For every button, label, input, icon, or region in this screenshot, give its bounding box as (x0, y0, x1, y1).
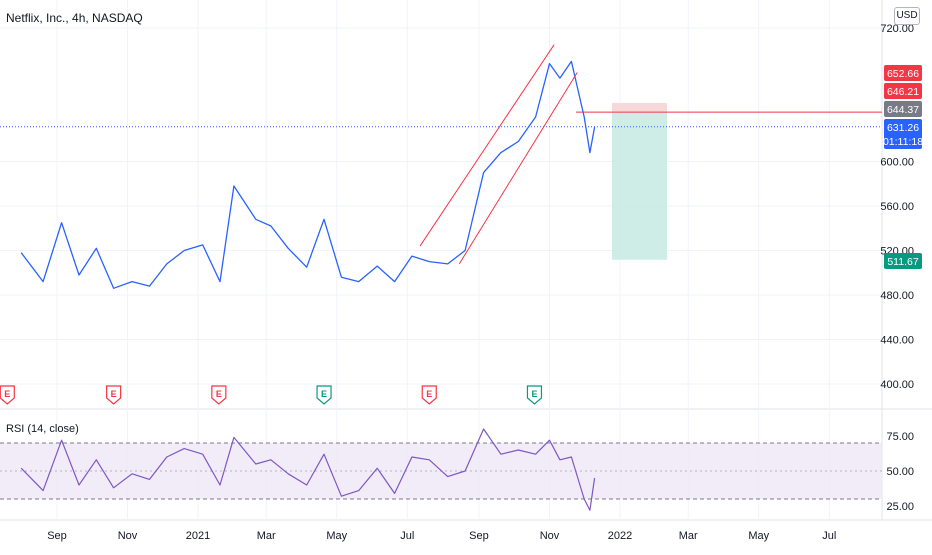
x-tick-label: 2022 (608, 530, 632, 542)
earnings-marker-label: E (531, 389, 537, 399)
currency-button[interactable]: USD (894, 7, 920, 25)
rsi-title: RSI (14, close) (6, 423, 79, 435)
earnings-marker-label: E (321, 389, 327, 399)
x-tick-label: Jul (822, 530, 836, 542)
y-tick-label: 600.00 (880, 157, 914, 169)
chart-title: Netflix, Inc., 4h, NASDAQ (6, 11, 143, 25)
x-tick-label: 2021 (186, 530, 210, 542)
channel-upper-line (420, 45, 554, 246)
earnings-marker-label: E (4, 389, 10, 399)
price-tag-label: 644.37 (887, 104, 919, 116)
x-tick-label: Nov (540, 530, 560, 542)
y-tick-label: 440.00 (880, 335, 914, 347)
earnings-marker-label: E (426, 389, 432, 399)
price-series-line (21, 61, 594, 288)
x-tick-label: May (748, 530, 769, 542)
channel-lower-line (459, 73, 577, 264)
price-tag-label: 646.21 (887, 86, 919, 98)
y-tick-label: 560.00 (880, 201, 914, 213)
earnings-marker: E (422, 386, 436, 404)
rsi-y-tick-label: 75.00 (886, 431, 914, 443)
x-tick-label: Jul (400, 530, 414, 542)
x-tick-label: Sep (47, 530, 67, 542)
x-tick-label: Sep (469, 530, 489, 542)
x-tick-label: Nov (118, 530, 138, 542)
earnings-marker-label: E (111, 389, 117, 399)
y-tick-label: 400.00 (880, 379, 914, 391)
earnings-marker: E (317, 386, 331, 404)
earnings-marker: E (212, 386, 226, 404)
earnings-marker: E (107, 386, 121, 404)
y-tick-label: 480.00 (880, 290, 914, 302)
price-tag-label: 631.26 (887, 122, 919, 134)
earnings-marker: E (527, 386, 541, 404)
rsi-y-tick-label: 25.00 (886, 501, 914, 513)
rsi-y-tick-label: 50.00 (886, 466, 914, 478)
countdown-label: 01:11:18 (883, 136, 923, 148)
x-tick-label: Mar (679, 530, 698, 542)
price-tag-label: 652.66 (887, 68, 919, 80)
x-tick-label: May (326, 530, 347, 542)
earnings-marker: E (0, 386, 14, 404)
position-target-zone (612, 112, 667, 260)
price-tag-label: 511.67 (887, 256, 918, 268)
earnings-marker-label: E (216, 389, 222, 399)
position-stop-zone (612, 103, 667, 112)
x-tick-label: Mar (257, 530, 276, 542)
